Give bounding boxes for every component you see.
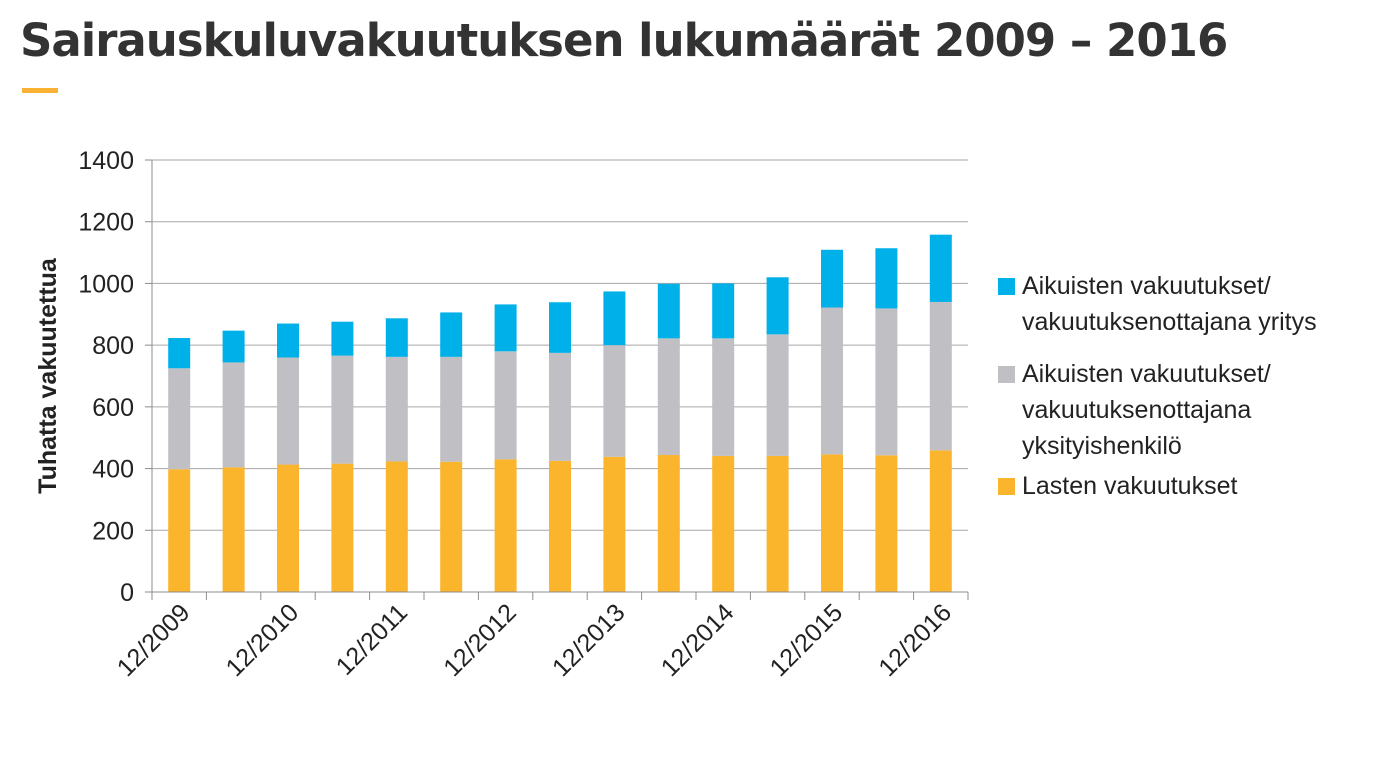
bar-segment-s0	[603, 456, 626, 592]
x-tick-label: 12/2014	[656, 598, 740, 682]
bar-segment-s2	[766, 277, 789, 335]
legend-item-children: Lasten vakuutukset	[996, 468, 1386, 504]
bar-segment-s0	[494, 459, 517, 592]
bar-segment-s2	[712, 283, 735, 339]
bar-segment-s1	[657, 338, 680, 455]
x-tick-label: 12/2011	[331, 598, 413, 680]
y-axis-label: Tuhatta vakuutettua	[34, 257, 62, 494]
legend-swatch-children	[998, 478, 1015, 495]
bar-segment-s0	[385, 461, 408, 592]
bar-segment-s1	[168, 368, 191, 470]
bar-segment-s1	[929, 301, 952, 451]
bar-segment-s1	[821, 307, 843, 455]
y-tick-label: 1400	[78, 147, 134, 175]
x-tick-label: 12/2013	[547, 598, 631, 682]
legend-label-line: vakuutuksenottajana	[1022, 396, 1252, 424]
bar-segment-s2	[331, 321, 354, 356]
legend-label-line: Aikuisten vakuutukset/	[1022, 360, 1271, 388]
bar-segment-s1	[712, 338, 735, 456]
page-title: Sairauskuluvakuutuksen lukumäärät 2009 –…	[20, 14, 1228, 67]
legend-label-line: Lasten vakuutukset	[1022, 472, 1238, 500]
bar-segment-s1	[222, 362, 245, 468]
legend-label-line: Aikuisten vakuutukset/	[1022, 272, 1271, 300]
x-tick-label: 12/2015	[765, 598, 849, 682]
legend-label-line: vakuutuksenottajana yritys	[1022, 308, 1317, 336]
y-tick-label: 1000	[78, 270, 134, 298]
bar-segment-s2	[494, 304, 517, 352]
legend-label-line: yksityishenkilö	[1022, 432, 1182, 460]
bar-segment-s2	[875, 248, 898, 309]
y-tick-label: 0	[120, 579, 134, 607]
y-tick-label: 600	[92, 394, 134, 422]
bar-segment-s2	[603, 291, 626, 346]
legend-swatch-adults-private	[998, 366, 1015, 383]
bar-segment-s2	[440, 312, 463, 357]
legend-swatch-adults-company	[998, 278, 1015, 295]
bar-segment-s0	[331, 463, 354, 592]
bar-segment-s1	[549, 352, 571, 461]
bar-segment-s1	[277, 357, 299, 465]
y-tick-label: 800	[92, 332, 134, 360]
y-tick-label: 200	[92, 517, 134, 545]
bar-segment-s0	[766, 455, 789, 592]
y-tick-label: 400	[92, 456, 134, 484]
bar-segment-s0	[929, 450, 952, 592]
bar-segment-s1	[385, 356, 408, 462]
y-tick-labels: 0 200 400 600 800 1000 1200 1400	[78, 147, 134, 607]
bar-segment-s1	[875, 308, 898, 456]
bar-segment-s2	[821, 249, 843, 308]
bar-segment-s0	[821, 454, 843, 592]
bar-segment-s2	[277, 323, 299, 358]
stacked-bar-chart: 0 200 400 600 800 1000 1200 1400 12/2009 12/2010…	[34, 147, 969, 682]
bar-segment-s2	[657, 283, 680, 339]
bar-segment-s0	[657, 454, 680, 592]
bar-segment-s1	[331, 355, 354, 464]
bar-segment-s0	[875, 455, 898, 592]
bar-segment-s0	[549, 460, 571, 592]
bar-segment-s0	[222, 467, 245, 592]
x-tick-label: 12/2016	[873, 598, 957, 682]
bar-segment-s1	[440, 356, 463, 462]
legend-item-adults-company: Aikuisten vakuutukset/ vakuutuksenottaja…	[996, 268, 1386, 340]
bar-segment-s1	[603, 345, 626, 457]
x-tick-label: 12/2012	[438, 598, 522, 682]
bars	[168, 234, 952, 592]
bar-segment-s2	[929, 234, 952, 302]
bar-segment-s1	[494, 351, 517, 460]
bar-segment-s2	[549, 302, 571, 353]
bar-segment-s2	[222, 330, 245, 363]
chart-legend: Aikuisten vakuutukset/ vakuutuksenottaja…	[996, 268, 1386, 520]
axes	[151, 160, 969, 600]
bar-segment-s0	[440, 461, 463, 592]
bar-segment-s0	[277, 464, 299, 592]
x-tick-label: 12/2010	[221, 598, 305, 682]
legend-item-adults-private: Aikuisten vakuutukset/ vakuutuksenottaja…	[996, 356, 1386, 464]
bar-segment-s0	[712, 455, 735, 592]
x-tick-label: 12/2009	[112, 598, 196, 682]
bar-segment-s2	[385, 318, 408, 357]
y-tick-label: 1200	[78, 209, 134, 237]
bar-segment-s1	[766, 334, 789, 456]
bar-segment-s2	[168, 338, 191, 369]
x-tick-labels: 12/2009 12/2010 12/2011 12/2012 12/2013 12/20…	[112, 598, 957, 682]
title-accent-bar	[22, 88, 58, 93]
bar-segment-s0	[168, 469, 191, 592]
